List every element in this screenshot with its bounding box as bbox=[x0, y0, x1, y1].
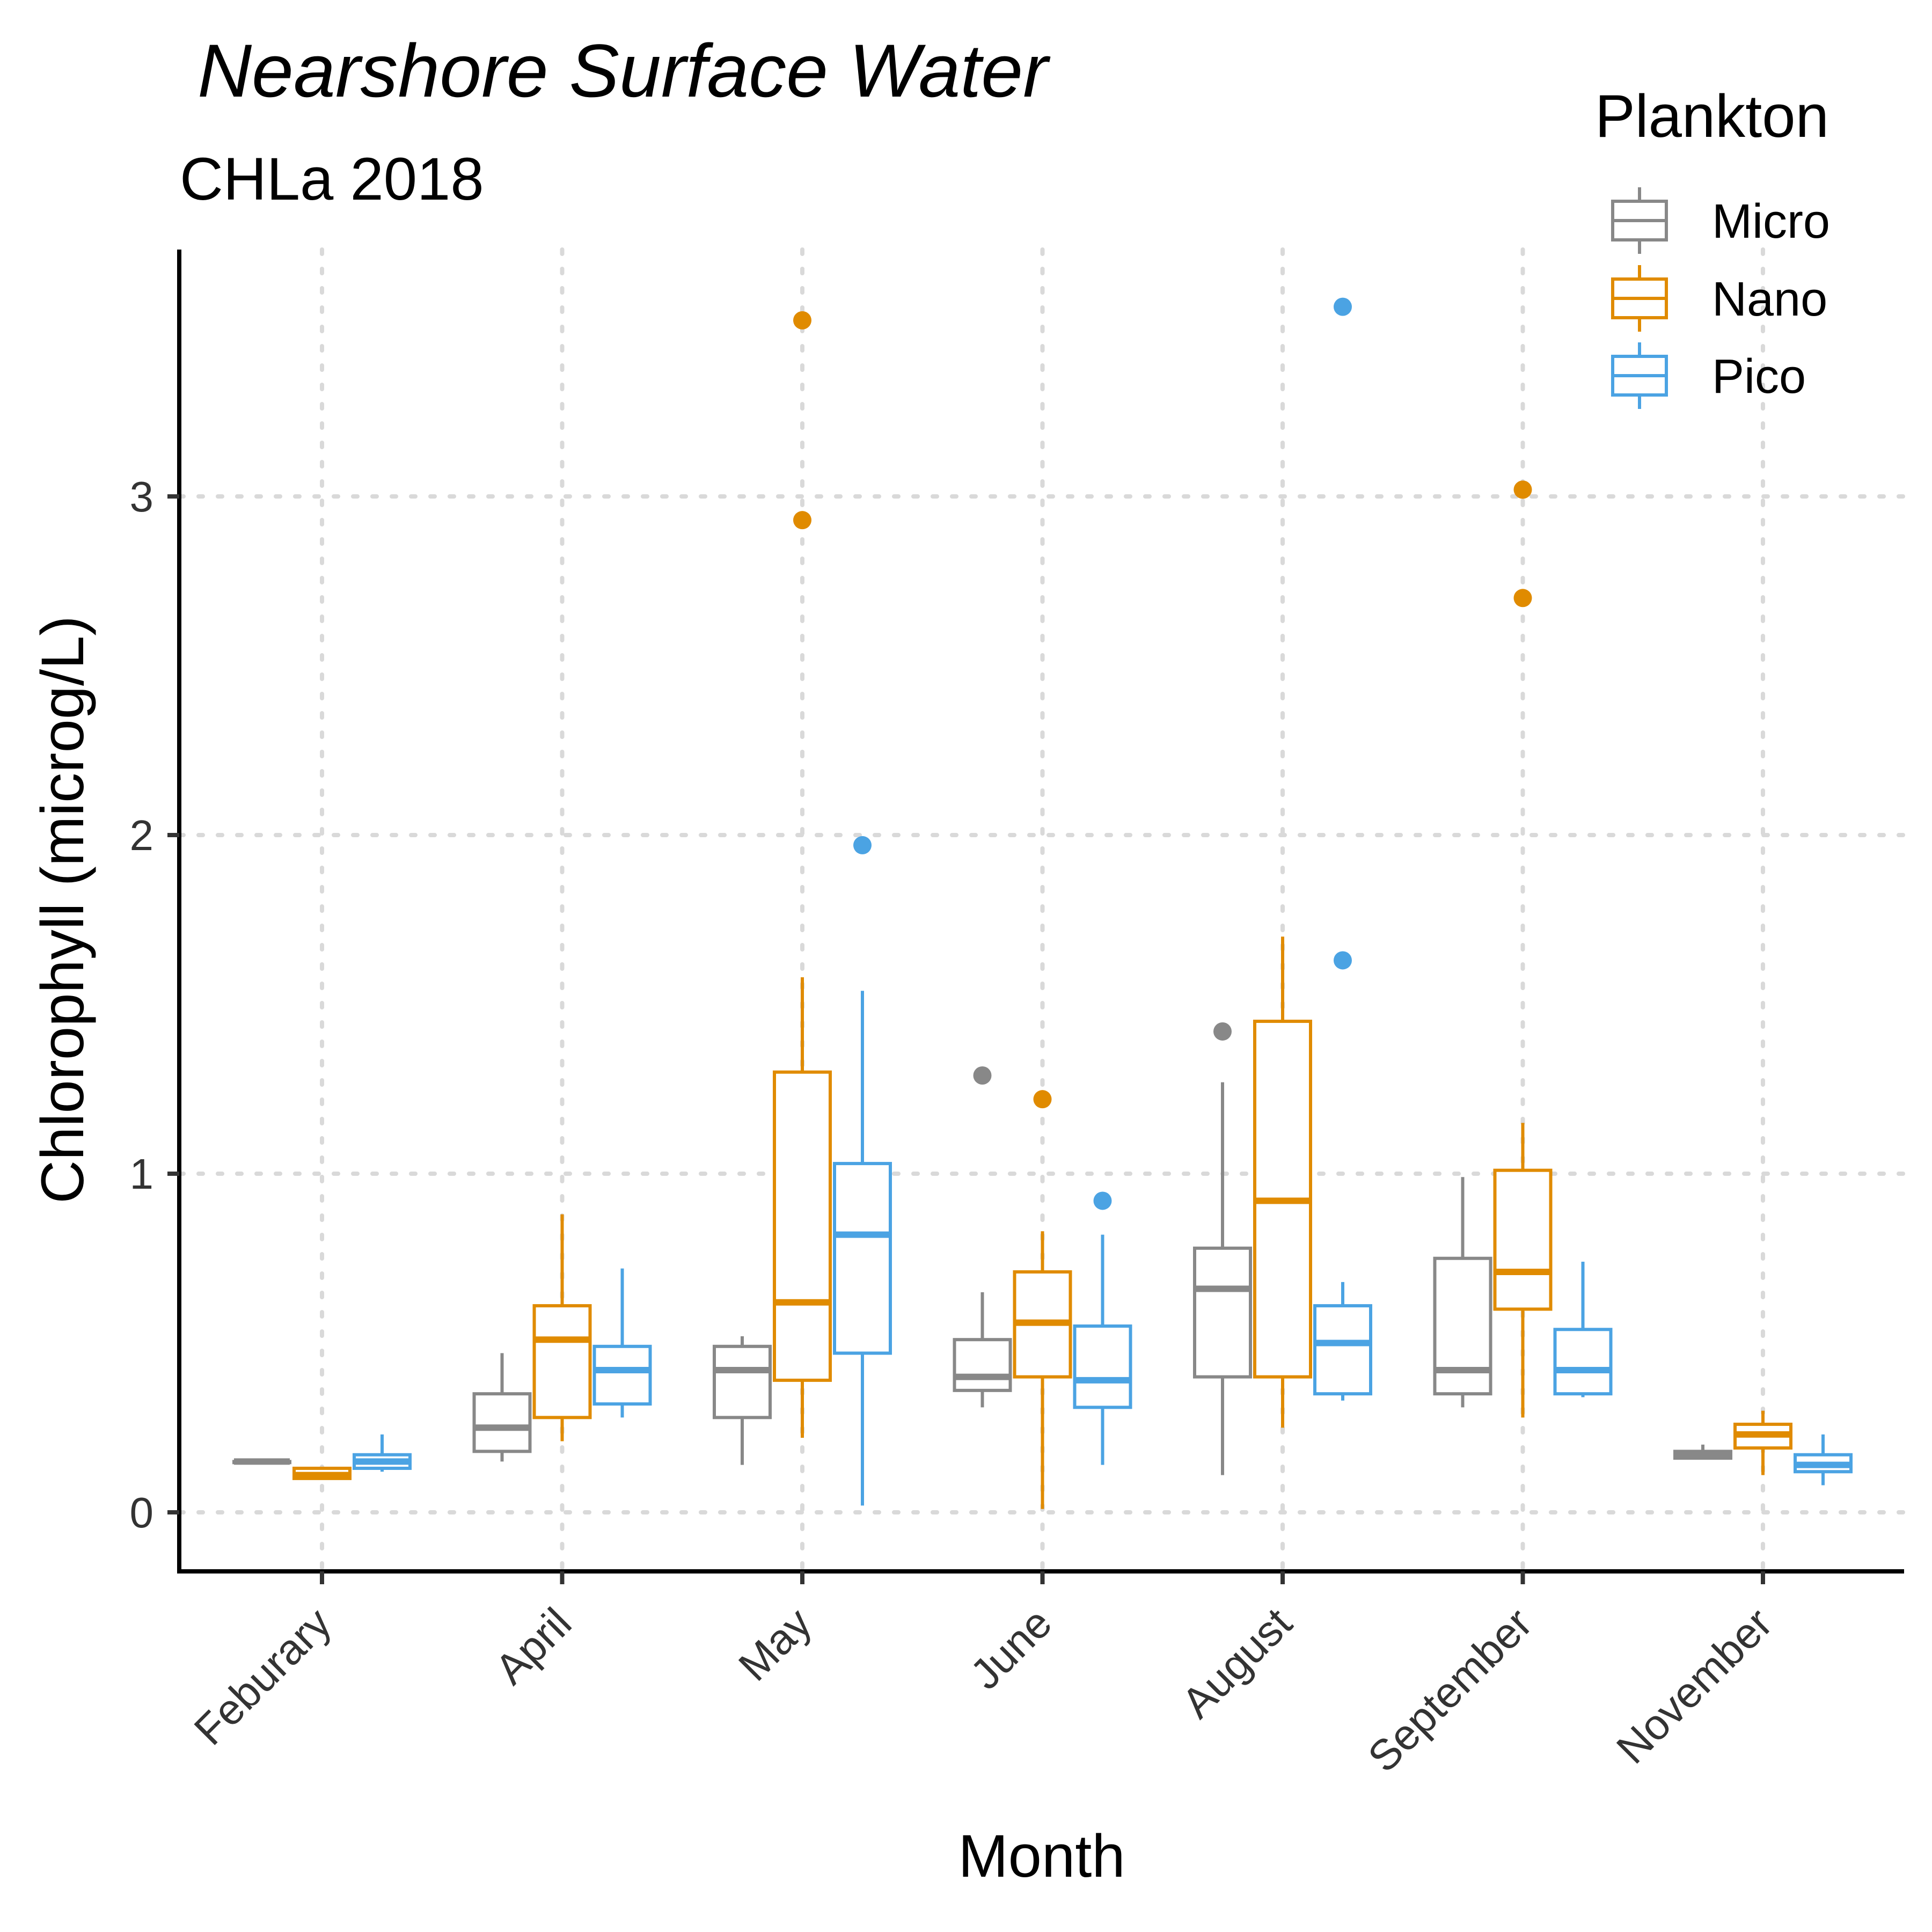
box bbox=[1193, 1246, 1252, 1379]
box bbox=[472, 1392, 532, 1453]
legend: Plankton Micro Nano Pico bbox=[1595, 83, 1830, 409]
legend-item-pico: Pico bbox=[1611, 342, 1806, 409]
box bbox=[1493, 1168, 1553, 1311]
outlier-point bbox=[1334, 951, 1352, 970]
y-tick-label: 3 bbox=[130, 473, 154, 521]
boxplot-pico bbox=[1553, 1262, 1613, 1397]
y-axis-title: Chlorophyll (microg/L) bbox=[29, 616, 96, 1203]
x-tick-label: November bbox=[1607, 1599, 1781, 1773]
axes: 0 1 2 3 Feburary April May June August September N… bbox=[130, 250, 1904, 1781]
legend-item-nano: Nano bbox=[1611, 265, 1827, 332]
boxplot-nano bbox=[1733, 1410, 1792, 1475]
outlier-point bbox=[793, 511, 811, 530]
box bbox=[713, 1344, 772, 1419]
boxplot-pico bbox=[592, 1268, 652, 1418]
x-tick-label: August bbox=[1173, 1599, 1301, 1727]
boxplot-micro bbox=[1433, 1177, 1492, 1408]
box bbox=[1313, 1304, 1372, 1396]
x-axis-title: Month bbox=[958, 1823, 1125, 1890]
legend-item-micro: Micro bbox=[1611, 187, 1830, 254]
boxplot-micro bbox=[713, 1336, 772, 1465]
boxplot-micro bbox=[472, 1353, 532, 1462]
boxplot-nano bbox=[1493, 480, 1553, 1418]
x-tick-label: April bbox=[486, 1599, 580, 1693]
boxplot-nano bbox=[292, 1466, 352, 1480]
y-tick-label: 2 bbox=[130, 811, 154, 859]
box bbox=[532, 1304, 592, 1419]
legend-title: Plankton bbox=[1595, 83, 1829, 150]
box bbox=[953, 1338, 1012, 1392]
legend-label: Pico bbox=[1712, 350, 1806, 404]
legend-label: Micro bbox=[1712, 195, 1830, 248]
x-tick-label: June bbox=[961, 1599, 1061, 1699]
boxplot-micro bbox=[1193, 1022, 1252, 1475]
box bbox=[1433, 1256, 1492, 1396]
box bbox=[1073, 1324, 1132, 1409]
boxplot-pico bbox=[833, 836, 892, 1506]
outlier-point bbox=[1033, 1090, 1052, 1109]
outlier-point bbox=[1213, 1022, 1232, 1041]
boxplot-micro bbox=[953, 1066, 1012, 1408]
chart-title: Nearshore Surface Water bbox=[197, 28, 1051, 113]
outlier-point bbox=[853, 836, 872, 854]
boxplot-micro bbox=[232, 1458, 291, 1465]
box bbox=[592, 1344, 652, 1406]
x-tick-label: Feburary bbox=[185, 1599, 340, 1754]
boxplot-nano bbox=[1013, 1090, 1072, 1509]
boxplot-nano bbox=[1253, 936, 1312, 1428]
y-tick-label: 0 bbox=[130, 1489, 154, 1536]
boxplot-pico bbox=[1794, 1434, 1853, 1485]
boxplot-nano bbox=[773, 311, 832, 1438]
outlier-point bbox=[793, 311, 811, 330]
boxplot-micro bbox=[1673, 1444, 1732, 1460]
boxplot-pico bbox=[1313, 297, 1372, 1401]
box bbox=[1553, 1328, 1613, 1396]
plot-area bbox=[232, 297, 1853, 1509]
x-tick-label: September bbox=[1359, 1599, 1541, 1781]
boxplot-pico bbox=[353, 1434, 412, 1472]
outlier-point bbox=[1334, 297, 1352, 316]
legend-label: Nano bbox=[1712, 273, 1827, 326]
boxplot-pico bbox=[1073, 1191, 1132, 1465]
outlier-point bbox=[973, 1066, 992, 1085]
y-tick-label: 1 bbox=[130, 1150, 154, 1198]
boxplot-nano bbox=[532, 1214, 592, 1441]
box bbox=[773, 1070, 832, 1382]
chart-subtitle: CHLa 2018 bbox=[180, 145, 484, 213]
box bbox=[833, 1162, 892, 1355]
outlier-point bbox=[1513, 589, 1532, 608]
outlier-point bbox=[1513, 480, 1532, 499]
outlier-point bbox=[1093, 1191, 1112, 1210]
x-tick-label: May bbox=[729, 1599, 821, 1690]
